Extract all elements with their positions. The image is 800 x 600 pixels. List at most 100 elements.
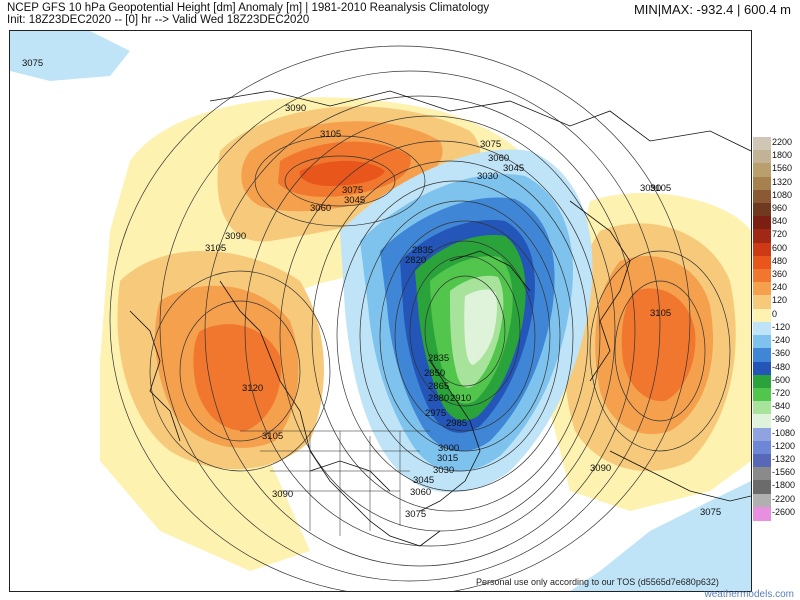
colorbar-swatch: [753, 229, 771, 244]
colorbar-swatch: [753, 506, 771, 521]
contour-label: 3030: [433, 465, 454, 476]
colorbar-swatch: [753, 387, 771, 402]
contour-label: 3060: [410, 487, 431, 498]
contour-label: 3090: [225, 231, 246, 242]
contour-label: 3090: [272, 489, 293, 500]
contour-label: 2975: [425, 408, 446, 419]
colorbar-label: 1560: [772, 163, 793, 174]
colorbar-label: 1320: [772, 176, 793, 187]
colorbar-label: 360: [772, 269, 788, 280]
colorbar-swatch: [753, 493, 771, 508]
contour-label: 3105: [205, 243, 226, 254]
chart-title: NCEP GFS 10 hPa Geopotential Height [dm]…: [7, 2, 490, 14]
init-valid-line: Init: 18Z23DEC2020 -- [0] hr --> Valid W…: [7, 14, 310, 26]
colorbar-label: 840: [772, 216, 788, 227]
colorbar-label: 0: [772, 308, 778, 319]
colorbar-label: -1320: [772, 453, 796, 464]
colorbar-swatch: [753, 427, 771, 442]
colorbar-swatch: [753, 242, 771, 257]
contour-label: 3105: [262, 431, 283, 442]
colorbar-swatch: [753, 401, 771, 416]
contour-label: 3000: [438, 443, 459, 454]
contour-label: 3030: [477, 171, 498, 182]
colorbar-label: -1560: [772, 467, 796, 478]
map-panel[interactable]: 3075 3090 3105 3105 3075 3045 3060 3090 3105 3075…: [9, 30, 752, 592]
colorbar-label: -120: [772, 321, 791, 332]
contour-label: 3075: [22, 58, 43, 69]
colorbar-swatch: [753, 335, 771, 350]
colorbar-swatch: [753, 361, 771, 376]
colorbar-label: -2200: [772, 493, 796, 504]
colorbar-label: -960: [772, 414, 791, 425]
coastline-layer: [129, 90, 751, 547]
colorbar-swatch: [753, 308, 771, 323]
colorbar-swatch: [753, 467, 771, 482]
colorbar-swatch: [753, 269, 771, 284]
border-layer: [240, 430, 430, 536]
brand-link[interactable]: weathermodels.com: [704, 589, 794, 600]
colorbar-label: -720: [772, 387, 791, 398]
colorbar-label: 720: [772, 229, 788, 240]
contour-label: 3045: [503, 163, 524, 174]
contour-label: 3045: [413, 475, 434, 486]
colorbar-swatch: [753, 203, 771, 218]
colorbar-swatch: [753, 295, 771, 310]
colorbar-swatch: [753, 216, 771, 231]
contour-label: 2835: [412, 245, 433, 256]
contour-label: 3105: [320, 129, 341, 140]
colorbar-swatch: [753, 453, 771, 468]
colorbar-label: 120: [772, 295, 788, 306]
colorbar-label: 960: [772, 203, 788, 214]
colorbar-label: -480: [772, 361, 791, 372]
contour-label: 2835: [428, 353, 449, 364]
contour-label: 2850: [424, 368, 445, 379]
colorbar-swatch: [753, 282, 771, 297]
colorbar-swatch: [753, 150, 771, 165]
colorbar-label: -1800: [772, 480, 796, 491]
colorbar-swatch: [753, 480, 771, 495]
contour-label: 3075: [700, 507, 721, 518]
colorbar-label: -2600: [772, 506, 796, 517]
colorbar-swatch: [753, 255, 771, 270]
colorbar-label: 240: [772, 282, 788, 293]
contour-label: 3105: [650, 308, 671, 319]
contour-label: 3075: [405, 509, 426, 520]
map-canvas: 3075309031053105307530453060309031053075…: [10, 31, 751, 591]
colorbar-swatch: [753, 414, 771, 429]
colorbar-swatch: [753, 163, 771, 178]
colorbar-label: 1080: [772, 189, 793, 200]
colorbar-label: -360: [772, 348, 791, 359]
contour-label: 3045: [344, 195, 365, 206]
colorbar-label: 600: [772, 242, 788, 253]
colorbar-label: -600: [772, 374, 791, 385]
colorbar-swatch: [753, 176, 771, 191]
contour-label: 2820: [405, 255, 426, 266]
contour-label: 3090: [285, 103, 306, 114]
colorbar-label: 2200: [772, 137, 793, 147]
contour-label: 2985: [446, 418, 467, 429]
colorbar-label: -240: [772, 335, 791, 346]
colorbar-label: -840: [772, 401, 791, 412]
contour-label: 3075: [480, 139, 501, 150]
colorbar-swatch: [753, 348, 771, 363]
contour-label: 2880: [428, 393, 449, 404]
contour-label: 3060: [488, 153, 509, 164]
contour-label: 3015: [437, 453, 458, 464]
colorbar-label: -1200: [772, 440, 796, 451]
contour-label: 3120: [242, 383, 263, 394]
colorbar-swatch: [753, 189, 771, 204]
height-contour-layer: [109, 45, 731, 591]
colorbar-swatch: [753, 374, 771, 389]
contour-label: 3090: [590, 463, 611, 474]
contour-label-layer: 3075309031053105307530453060309031053075…: [22, 58, 721, 520]
colorbar-label: 480: [772, 255, 788, 266]
colorbar-swatch: [753, 321, 771, 336]
contour-label: 3075: [342, 185, 363, 196]
contour-label: 3060: [310, 203, 331, 214]
colorbar-legend: 2200 1800 1560 1320 1080 960 840 720 600 480 360 24…: [753, 137, 800, 521]
colorbar-swatch: [753, 137, 771, 151]
anomaly-fill-layer: [10, 31, 751, 591]
colorbar-swatch: [753, 440, 771, 455]
contour-label: 2865: [428, 381, 449, 392]
footer-disclaimer: Personal use only according to our TOS (…: [476, 577, 719, 587]
